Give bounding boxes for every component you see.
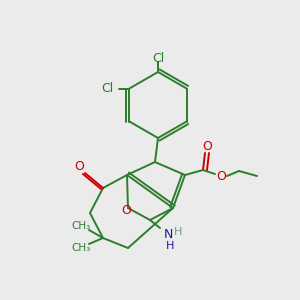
Text: CH₃: CH₃ — [71, 221, 91, 231]
Text: O: O — [202, 140, 212, 154]
Text: Cl: Cl — [152, 52, 164, 64]
Text: CH₃: CH₃ — [71, 243, 91, 253]
Text: O: O — [216, 169, 226, 182]
Text: H: H — [174, 227, 182, 237]
Text: O: O — [74, 160, 84, 173]
Text: H: H — [166, 241, 174, 251]
Text: O: O — [121, 205, 131, 218]
Text: Cl: Cl — [101, 82, 113, 95]
Text: N: N — [163, 227, 173, 241]
